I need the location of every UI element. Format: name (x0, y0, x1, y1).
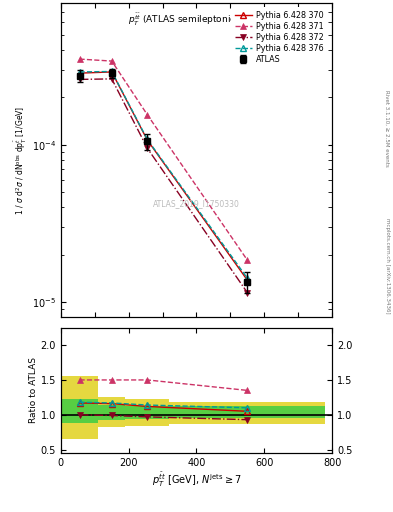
Pythia 6.428 370 (245, 277, 250, 283)
X-axis label: $p^{\bar{t}t}_{T}$ [GeV], $N^{\rm jets} \geq 7$: $p^{\bar{t}t}_{T}$ [GeV], $N^{\rm jets} … (152, 471, 241, 489)
Pythia 6.428 372 (145, 145, 150, 152)
Pythia 6.428 371 (245, 257, 250, 263)
Pythia 6.428 372 (245, 290, 250, 296)
Pythia 6.428 370 (109, 69, 114, 75)
Line: Pythia 6.428 371: Pythia 6.428 371 (77, 56, 250, 263)
Pythia 6.428 372 (109, 76, 114, 82)
Pythia 6.428 376 (145, 136, 150, 142)
Pythia 6.428 376 (245, 275, 250, 281)
Text: mcplots.cern.ch [arXiv:1306.3436]: mcplots.cern.ch [arXiv:1306.3436] (385, 219, 389, 314)
Pythia 6.428 372 (77, 76, 82, 82)
Y-axis label: Ratio to ATLAS: Ratio to ATLAS (29, 357, 38, 423)
Line: Pythia 6.428 372: Pythia 6.428 372 (77, 76, 250, 295)
Y-axis label: 1 / $\sigma$ d$^2\sigma$ / dN$^{\rm obs}$ dp$^{\bar{t}}_{T}$ [1/GeV]: 1 / $\sigma$ d$^2\sigma$ / dN$^{\rm obs}… (13, 105, 29, 215)
Pythia 6.428 376 (77, 69, 82, 75)
Pythia 6.428 370 (145, 137, 150, 143)
Pythia 6.428 371 (77, 56, 82, 62)
Pythia 6.428 376 (109, 69, 114, 75)
Line: Pythia 6.428 376: Pythia 6.428 376 (77, 69, 250, 281)
Line: Pythia 6.428 370: Pythia 6.428 370 (77, 69, 250, 283)
Text: ATLAS_2019_I1750330: ATLAS_2019_I1750330 (153, 200, 240, 208)
Pythia 6.428 370 (77, 70, 82, 76)
Pythia 6.428 371 (145, 112, 150, 118)
Text: $p_T^{\bar{t}\bar{t}}$ (ATLAS semileptonic ttbar): $p_T^{\bar{t}\bar{t}}$ (ATLAS semilepton… (129, 12, 264, 28)
Text: Rivet 3.1.10, ≥ 2.5M events: Rivet 3.1.10, ≥ 2.5M events (385, 90, 389, 166)
Legend: Pythia 6.428 370, Pythia 6.428 371, Pythia 6.428 372, Pythia 6.428 376, ATLAS: Pythia 6.428 370, Pythia 6.428 371, Pyth… (231, 7, 328, 68)
Pythia 6.428 371 (109, 58, 114, 64)
